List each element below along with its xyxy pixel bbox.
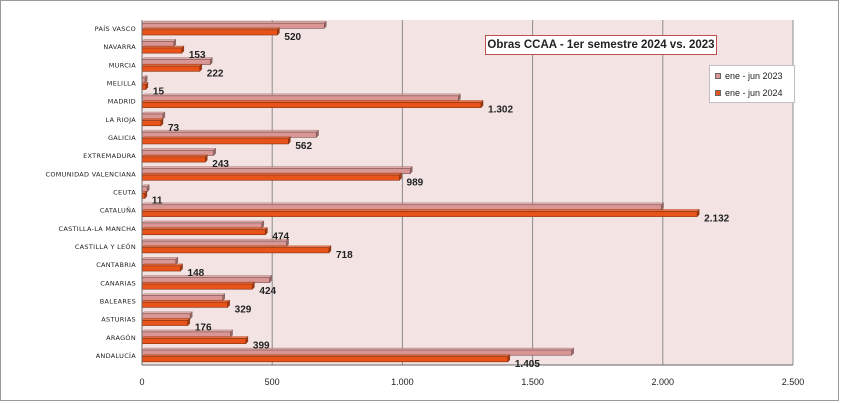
bar-2024	[141, 354, 511, 363]
x-tick-label: 2.000	[652, 377, 675, 387]
bar-2024	[141, 136, 291, 145]
bar-2023	[141, 256, 179, 265]
data-label: 15	[153, 86, 165, 97]
category-label: CEUTA	[113, 189, 136, 197]
bar-2023	[141, 311, 193, 320]
bar-2023	[141, 38, 177, 48]
bar-2024	[141, 263, 184, 272]
category-label: ARAGÓN	[106, 333, 136, 342]
bar-2023	[141, 347, 575, 356]
bar-2024	[141, 281, 255, 290]
x-tick-label: 500	[265, 377, 280, 387]
category-label: COMUNIDAD VALENCIANA	[46, 170, 137, 178]
bar-2024	[141, 45, 185, 54]
x-tick-label: 1.500	[521, 377, 544, 387]
bar-2023	[141, 329, 234, 338]
bar-2024	[141, 208, 700, 218]
category-label: CASTILLA Y LEÓN	[75, 242, 136, 251]
bar-2024	[141, 81, 149, 90]
x-tick-label: 2.500	[782, 377, 805, 387]
data-label: 222	[207, 68, 224, 79]
data-label: 424	[259, 286, 276, 297]
bar-2023	[141, 93, 461, 102]
category-label: MELILLA	[107, 80, 136, 88]
category-label: PAÍS VASCO	[95, 24, 136, 33]
category-label: BALEARES	[100, 297, 136, 305]
category-label: EXTREMADURA	[83, 152, 136, 160]
legend-item-2024: ene - jun 2024	[715, 88, 783, 99]
category-label: CANARIAS	[100, 279, 136, 287]
bar-2023	[141, 202, 664, 211]
category-label: LA RIOJA	[106, 116, 137, 124]
bar-2023	[141, 293, 226, 302]
bar-2024	[141, 336, 249, 345]
data-label: 329	[235, 304, 252, 315]
category-label: CANTABRIA	[96, 261, 136, 269]
data-label: 1.302	[488, 105, 513, 116]
bar-2023	[141, 165, 413, 175]
bar-2024	[141, 227, 268, 236]
bar-2024	[141, 190, 148, 199]
bar-2024	[141, 99, 484, 109]
category-label: ANDALUCÍA	[96, 351, 137, 360]
legend-swatch-2023	[715, 73, 721, 79]
data-label: 148	[188, 268, 205, 279]
bar-2023	[141, 184, 150, 193]
data-label: 562	[295, 141, 312, 152]
bar-2023	[141, 111, 166, 120]
x-tick-label: 1.000	[391, 377, 414, 387]
legend: ene - jun 2023 ene - jun 2024	[709, 65, 795, 103]
data-label: 176	[195, 323, 212, 334]
category-label: GALICIA	[108, 134, 136, 142]
bar-2023	[141, 57, 213, 66]
x-tick-label: 0	[139, 377, 144, 387]
legend-swatch-2024	[715, 90, 721, 96]
bar-2024	[141, 27, 280, 36]
bar-2023	[141, 147, 217, 156]
category-label: CASTILLA-LA MANCHA	[58, 225, 136, 233]
data-label: 73	[168, 123, 180, 134]
data-label: 243	[212, 159, 229, 170]
bar-2023	[141, 75, 148, 84]
legend-label-2023: ene - jun 2023	[725, 71, 783, 81]
chart-title: Obras CCAA - 1er semestre 2024 vs. 2023	[485, 35, 717, 55]
data-label: 11	[152, 195, 163, 206]
data-label: 2.132	[704, 214, 729, 225]
data-label: 153	[189, 50, 206, 61]
legend-item-2023: ene - jun 2023	[715, 71, 783, 82]
bar-2024	[141, 299, 231, 308]
data-label: 718	[336, 250, 353, 261]
data-label: 474	[272, 232, 289, 243]
bar-2024	[141, 118, 164, 127]
plot-area	[142, 20, 793, 365]
data-label: 1.405	[515, 359, 540, 370]
category-label: ASTURIAS	[101, 316, 136, 324]
bar-2023	[141, 20, 327, 29]
data-label: 399	[253, 341, 270, 352]
bar-2023	[141, 238, 290, 247]
bar-2024	[141, 154, 208, 163]
bar-2024	[141, 172, 403, 181]
bar-2023	[141, 220, 265, 229]
data-label: 989	[407, 177, 424, 188]
category-label: MADRID	[108, 98, 136, 106]
bar-2024	[141, 245, 332, 254]
category-label: NAVARRA	[103, 43, 136, 51]
category-label: MURCIA	[109, 61, 137, 69]
data-label: 520	[284, 32, 301, 43]
bar-2024	[141, 63, 203, 72]
bar-2023	[141, 274, 273, 284]
bar-2024	[141, 317, 191, 327]
legend-label-2024: ene - jun 2024	[725, 88, 783, 98]
category-label: CATALUÑA	[100, 206, 136, 215]
